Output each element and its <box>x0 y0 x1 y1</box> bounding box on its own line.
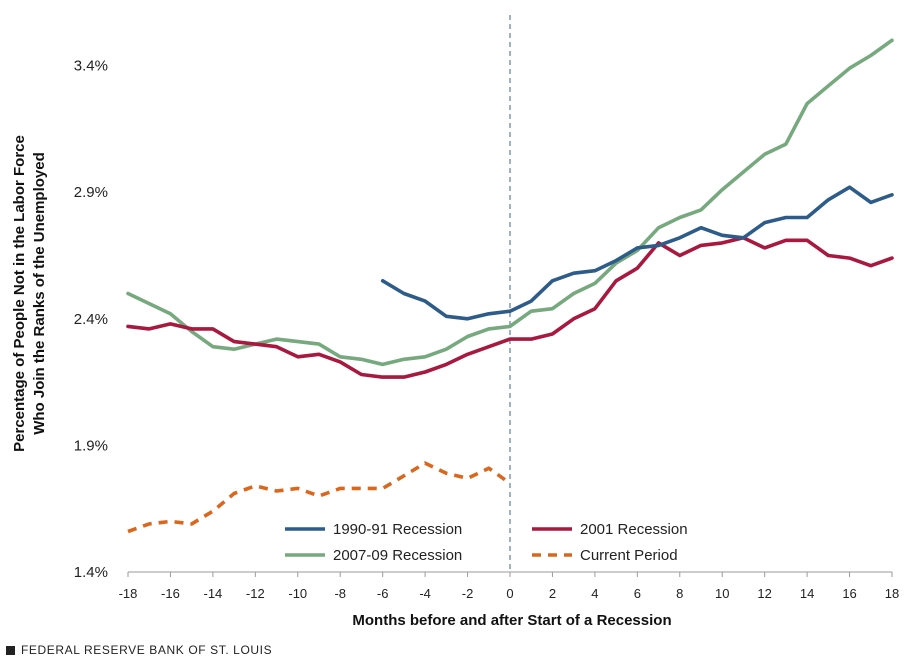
x-tick-label: 16 <box>842 586 856 601</box>
x-tick-label: 4 <box>591 586 598 601</box>
x-tick-label: 8 <box>676 586 683 601</box>
y-tick-label: 3.4% <box>74 58 108 75</box>
footer-square-icon <box>6 645 15 655</box>
legend-label: Current Period <box>580 547 678 564</box>
y-tick-label: 1.4% <box>74 564 108 581</box>
footer-source: FEDERAL RESERVE BANK OF ST. LOUIS <box>6 643 272 657</box>
x-tick-label: 10 <box>715 586 729 601</box>
x-tick-label: -16 <box>161 586 180 601</box>
series-line-current-period <box>127 461 512 534</box>
x-tick-label: -4 <box>419 586 431 601</box>
series-line-2001-recession <box>126 236 894 379</box>
x-tick-label: -8 <box>334 586 346 601</box>
y-axis-ticks: 1.4% 1.9% 2.4% 2.9% 3.4% <box>74 58 108 581</box>
y-axis-title-line: Who Join the Ranks of the Unemployed <box>31 152 48 435</box>
x-axis-title: Months before and after Start of a Reces… <box>352 612 671 629</box>
y-tick-label: 1.9% <box>74 437 108 454</box>
y-axis-title-line: Percentage of People Not in the Labor Fo… <box>11 135 28 452</box>
x-tick-label: -12 <box>246 586 265 601</box>
x-tick-label: 12 <box>757 586 771 601</box>
x-tick-label: -18 <box>119 586 138 601</box>
x-tick-label: 0 <box>506 586 513 601</box>
x-tick-label: 6 <box>634 586 641 601</box>
series-group <box>126 38 894 534</box>
line-chart: 1.4% 1.9% 2.4% 2.9% 3.4% -18 -16 -14 -12 -10 -8 -6… <box>11 15 899 629</box>
legend-label: 1990-91 Recession <box>333 521 462 538</box>
x-tick-label: -2 <box>462 586 474 601</box>
y-tick-label: 2.4% <box>74 311 108 328</box>
x-tick-label: -6 <box>377 586 389 601</box>
x-tick-label: -10 <box>288 586 307 601</box>
x-axis: -18 -16 -14 -12 -10 -8 -6 -4 -2 0 2 4 6 8 10 12 14 16 18 <box>119 571 899 601</box>
x-tick-label: 18 <box>885 586 899 601</box>
x-tick-label: -14 <box>203 586 222 601</box>
x-tick-label: 14 <box>800 586 814 601</box>
y-axis-title: Percentage of People Not in the Labor Fo… <box>11 135 48 452</box>
legend: 1990-91 Recession 2001 Recession 2007-09 R… <box>285 521 688 564</box>
y-tick-label: 2.9% <box>74 184 108 201</box>
legend-label: 2001 Recession <box>580 521 688 538</box>
source-text: FEDERAL RESERVE BANK OF ST. LOUIS <box>21 643 273 657</box>
series-line-1990-91-recession <box>380 185 894 321</box>
x-tick-label: 2 <box>549 586 556 601</box>
legend-label: 2007-09 Recession <box>333 547 462 564</box>
plot-area: 1.4% 1.9% 2.4% 2.9% 3.4% -18 -16 -14 -12 -10 -8 -6… <box>74 15 899 601</box>
